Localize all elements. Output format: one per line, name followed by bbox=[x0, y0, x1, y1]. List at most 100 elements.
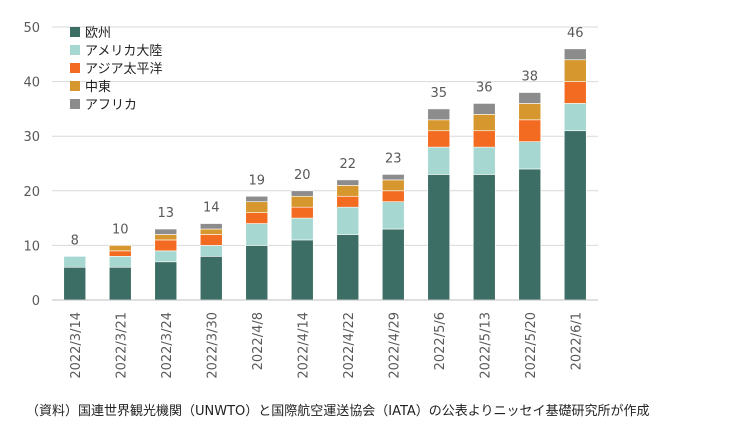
y-tick-label: 40 bbox=[23, 76, 40, 91]
x-tick-label: 2022/4/22 bbox=[342, 312, 357, 379]
bar-segment bbox=[199, 223, 223, 230]
x-tick-label: 2022/5/13 bbox=[478, 312, 493, 379]
bar-segment bbox=[199, 228, 223, 235]
bar-segment bbox=[472, 146, 496, 175]
bar-segment bbox=[336, 179, 360, 186]
bar-segment bbox=[518, 168, 542, 301]
x-tick-label: 2022/5/6 bbox=[433, 312, 448, 370]
bar-segment bbox=[381, 190, 405, 203]
bar-segment bbox=[245, 212, 269, 224]
bar-segment bbox=[108, 256, 132, 268]
bar-segment bbox=[154, 234, 178, 241]
bar-segment bbox=[563, 130, 587, 301]
total-label: 20 bbox=[294, 168, 311, 183]
source-note: （資料）国連世界観光機関（UNWTO）と国際航空運送協会（IATA）の公表よりニ… bbox=[26, 404, 650, 419]
bar-segment bbox=[336, 234, 360, 301]
legend-label: アフリカ bbox=[85, 98, 137, 113]
bar-segment bbox=[199, 245, 223, 257]
legend-label: 中東 bbox=[85, 79, 111, 95]
total-label: 38 bbox=[521, 70, 538, 85]
bar-segment bbox=[472, 174, 496, 301]
bar-segment bbox=[154, 261, 178, 301]
bar-segment bbox=[199, 234, 223, 246]
x-tick-label: 2022/6/1 bbox=[569, 312, 584, 370]
bar-segment bbox=[381, 174, 405, 181]
bar-segment bbox=[199, 256, 223, 301]
y-tick-label: 0 bbox=[32, 294, 40, 309]
bar-segment bbox=[472, 103, 496, 115]
bar-segment bbox=[154, 250, 178, 263]
bar-segment bbox=[518, 92, 542, 104]
y-axis: 0 10 20 30 40 50 bbox=[23, 21, 40, 309]
total-label: 19 bbox=[248, 173, 265, 188]
bar-segment bbox=[336, 206, 360, 235]
x-tick-label: 2022/3/14 bbox=[69, 312, 84, 379]
bar-segment bbox=[108, 245, 132, 252]
x-tick-label: 2022/3/24 bbox=[160, 312, 175, 379]
bar-segment bbox=[518, 103, 542, 121]
bar-segment bbox=[290, 190, 314, 197]
bar-segment bbox=[154, 239, 178, 252]
bar-segment bbox=[472, 114, 496, 132]
bar-segment bbox=[563, 103, 587, 132]
bar-segment bbox=[63, 256, 87, 268]
bar-segment bbox=[563, 81, 587, 104]
total-labels: 8 10 13 14 19 20 22 23 35 36 38 46 bbox=[71, 26, 584, 248]
bar-segment bbox=[290, 195, 314, 208]
y-tick-label: 20 bbox=[23, 185, 40, 200]
bar-segment bbox=[108, 266, 132, 301]
legend-swatch bbox=[70, 45, 80, 55]
bar-segment bbox=[427, 130, 451, 148]
total-label: 23 bbox=[385, 151, 402, 166]
x-tick-label: 2022/4/8 bbox=[251, 312, 266, 370]
total-label: 36 bbox=[476, 80, 493, 95]
bar-segment bbox=[336, 195, 360, 208]
legend-swatch bbox=[70, 27, 80, 37]
bar-segment bbox=[245, 195, 269, 203]
bar-segment bbox=[290, 206, 314, 219]
legend-label: 欧州 bbox=[85, 26, 111, 41]
bars bbox=[63, 48, 587, 301]
bar-segment bbox=[245, 201, 269, 213]
x-tick-label: 2022/4/29 bbox=[387, 312, 402, 379]
bar-segment bbox=[245, 245, 269, 301]
bar-segment bbox=[427, 119, 451, 132]
legend-label: アジア太平洋 bbox=[85, 62, 162, 77]
bar-segment bbox=[427, 108, 451, 121]
total-label: 8 bbox=[71, 233, 79, 248]
bar-segment bbox=[290, 217, 314, 241]
bar-segment bbox=[427, 174, 451, 301]
y-tick-label: 50 bbox=[23, 21, 40, 36]
bar-segment bbox=[154, 228, 178, 235]
legend-swatch bbox=[70, 99, 80, 109]
bar-segment bbox=[381, 179, 405, 192]
y-tick-label: 10 bbox=[23, 239, 40, 254]
legend-label: アメリカ大陸 bbox=[85, 43, 162, 59]
bar-segment bbox=[336, 185, 360, 197]
legend-swatch bbox=[70, 81, 80, 91]
total-label: 22 bbox=[339, 157, 356, 172]
total-label: 14 bbox=[203, 201, 220, 216]
legend-swatch bbox=[70, 63, 80, 73]
x-tick-label: 2022/3/30 bbox=[205, 312, 220, 379]
bar-segment bbox=[518, 141, 542, 170]
bar-segment bbox=[427, 146, 451, 175]
y-tick-label: 30 bbox=[23, 130, 40, 145]
bar-segment bbox=[63, 266, 87, 301]
bar-segment bbox=[381, 201, 405, 230]
bar-segment bbox=[381, 228, 405, 301]
bar-segment bbox=[290, 239, 314, 301]
x-tick-label: 2022/4/14 bbox=[296, 312, 311, 379]
bar-segment bbox=[245, 223, 269, 246]
total-label: 10 bbox=[112, 222, 129, 237]
bar-segment bbox=[518, 119, 542, 142]
total-label: 46 bbox=[567, 26, 584, 41]
bar-segment bbox=[108, 250, 132, 257]
bar-segment bbox=[563, 59, 587, 82]
bar-segment bbox=[563, 48, 587, 61]
x-tick-label: 2022/3/21 bbox=[114, 312, 129, 379]
x-tick-label: 2022/5/20 bbox=[524, 312, 539, 379]
bar-segment bbox=[472, 130, 496, 148]
total-label: 13 bbox=[157, 206, 174, 221]
